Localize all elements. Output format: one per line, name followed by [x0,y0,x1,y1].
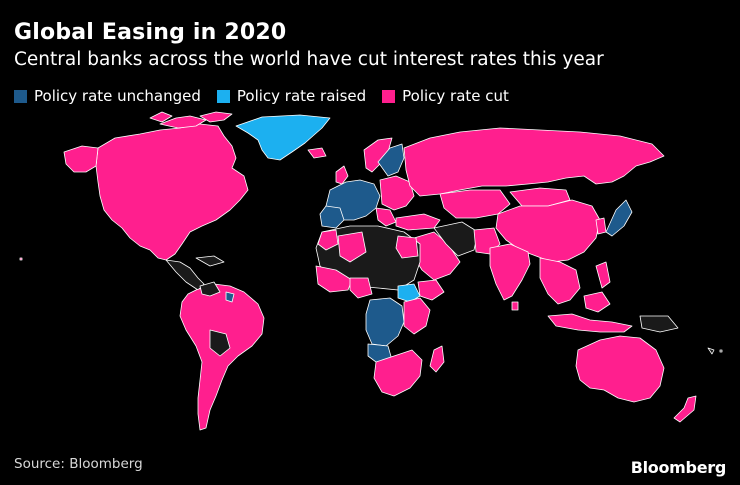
region-greenland [235,114,331,161]
region-indonesia [547,313,633,333]
source-note: Source: Bloomberg [14,456,143,472]
region-sweden-finland [377,143,405,177]
region-australia [575,335,665,403]
region-madagascar [429,345,445,373]
chart-title: Global Easing in 2020 [14,20,287,45]
region-alaska [63,145,99,173]
region-balkans [375,207,397,227]
region-morocco [317,229,339,251]
region-philippines [595,261,611,289]
region-iran [433,221,479,257]
region-venezuela [199,281,221,297]
legend-label-unchanged: Policy rate unchanged [34,87,201,105]
region-central-america [165,259,205,291]
region-russia [403,127,665,197]
region-central-africa [365,297,405,347]
region-korea [595,217,607,235]
legend-swatch-unchanged [14,89,27,103]
region-east-africa [403,297,431,335]
region-southern-africa [373,349,423,397]
region-algeria [337,231,367,263]
chart-subtitle: Central banks across the world have cut … [14,49,604,70]
region-borneo [583,291,611,313]
map-legend: Policy rate unchanged Policy rate raised… [14,87,525,105]
region-bolivia [209,329,231,357]
region-turkey [395,213,441,231]
legend-label-cut: Policy rate cut [402,87,509,105]
bloomberg-logo: Bloomberg [630,458,727,477]
region-eastern-europe [379,175,415,211]
region-new-guinea [639,315,679,333]
legend-item-raised: Policy rate raised [216,87,367,105]
legend-swatch-cut [382,89,396,103]
region-uk [335,165,349,185]
legend-item-unchanged: Policy rate unchanged [14,87,201,105]
region-nigeria [349,277,373,299]
region-suriname [225,291,235,303]
region-ethiopia [417,279,445,301]
region-japan [605,199,633,237]
region-north-america [95,123,249,261]
world-map [19,111,723,431]
region-india [489,243,531,301]
region-iceland [307,147,327,159]
region-iberia [319,205,345,229]
legend-item-cut: Policy rate cut [382,87,509,105]
region-west-africa [315,265,353,293]
region-new-zealand [673,395,697,423]
region-china [495,199,601,263]
legend-label-raised: Policy rate raised [236,87,367,105]
legend-swatch-raised [216,89,230,103]
region-south-america [179,283,265,431]
region-southeast-asia [539,257,581,305]
region-egypt [395,235,419,259]
